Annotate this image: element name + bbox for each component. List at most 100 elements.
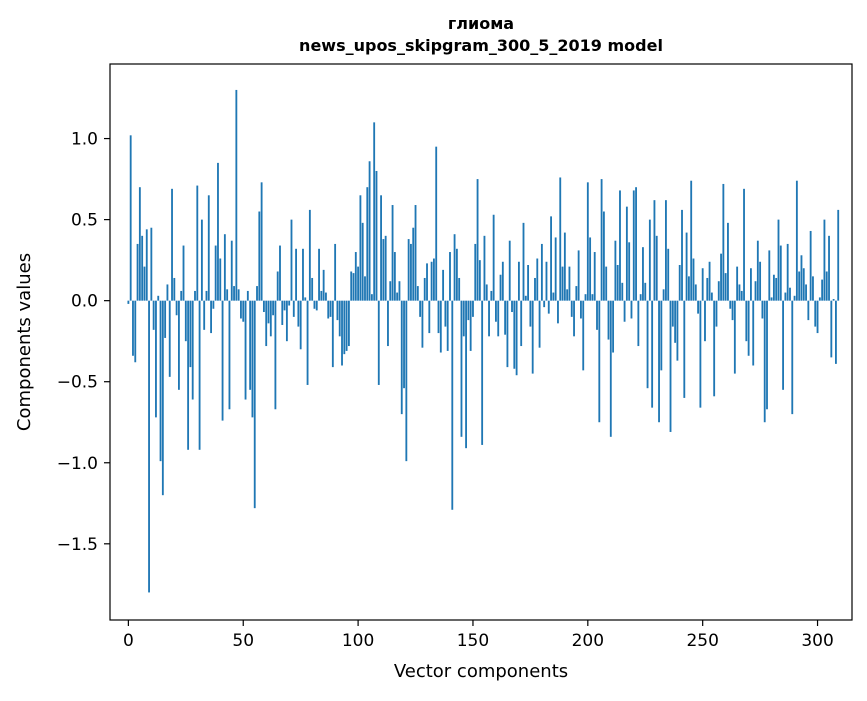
bar	[612, 300, 615, 353]
bar	[736, 266, 739, 301]
bar	[184, 300, 187, 342]
bar	[141, 235, 144, 301]
bar	[175, 300, 178, 316]
bar	[325, 292, 327, 301]
bar	[214, 245, 217, 301]
bar	[658, 300, 660, 423]
bar	[442, 269, 445, 301]
bar	[313, 300, 316, 309]
bar	[414, 205, 417, 301]
bar	[715, 300, 718, 327]
bar	[375, 170, 378, 301]
bar	[164, 300, 167, 338]
bar	[637, 300, 640, 347]
bar	[552, 292, 555, 301]
bar	[812, 276, 814, 301]
bar	[157, 295, 160, 301]
bar	[775, 277, 778, 301]
bar	[426, 263, 428, 301]
bar	[621, 282, 624, 301]
bar	[260, 182, 263, 301]
bar	[584, 294, 587, 301]
bar	[297, 300, 300, 327]
bar	[304, 297, 307, 301]
x-tick-label: 300	[801, 631, 833, 651]
bar	[223, 234, 226, 301]
x-tick-label: 50	[232, 631, 254, 651]
bar	[823, 219, 826, 301]
bar	[389, 281, 392, 301]
y-axis-label: Components values	[14, 253, 35, 431]
bar	[591, 294, 594, 301]
bar	[731, 300, 734, 321]
bar	[596, 300, 598, 330]
bar	[786, 243, 789, 301]
bar	[341, 300, 343, 366]
bar	[586, 182, 589, 301]
bar	[178, 300, 180, 390]
bar	[740, 290, 743, 301]
bar	[237, 289, 240, 301]
bar	[439, 300, 442, 353]
bar	[205, 290, 208, 301]
bar	[432, 258, 435, 301]
bar	[766, 300, 768, 410]
bar	[580, 300, 582, 319]
bar	[499, 274, 502, 301]
y-axis-ticks: −1.5 −1.0 −0.5 0.0 0.5 1.0	[57, 130, 110, 555]
bar	[490, 290, 493, 301]
bar	[446, 300, 449, 351]
bar	[210, 300, 212, 334]
bar	[639, 294, 642, 301]
bar	[168, 300, 171, 377]
y-tick-label: −0.5	[57, 373, 98, 393]
bar	[428, 300, 431, 334]
bar	[524, 295, 527, 301]
bar	[699, 300, 702, 408]
bar	[244, 300, 247, 400]
x-tick-label: 0	[123, 631, 134, 651]
bar	[517, 261, 520, 301]
bar	[825, 271, 828, 301]
bar	[568, 266, 571, 301]
bar	[306, 300, 309, 385]
bar	[334, 243, 337, 301]
bar	[391, 205, 394, 301]
bar	[605, 266, 608, 301]
bar	[635, 187, 637, 301]
bar	[138, 187, 141, 301]
bar	[403, 300, 405, 389]
bar	[772, 274, 775, 301]
bar	[752, 300, 755, 366]
bar	[359, 195, 362, 301]
bar	[370, 294, 373, 301]
bar	[566, 289, 569, 301]
y-tick-label: −1.0	[57, 454, 98, 474]
bar	[678, 265, 681, 301]
bar	[274, 300, 277, 410]
bar	[508, 240, 511, 301]
bar	[759, 261, 762, 301]
bar	[246, 290, 249, 301]
bar	[662, 289, 665, 301]
bar	[387, 300, 389, 347]
bar	[609, 300, 612, 437]
bar	[708, 261, 711, 301]
bar	[793, 295, 796, 301]
bar	[308, 209, 311, 301]
bar	[478, 260, 481, 301]
bar	[589, 237, 592, 301]
bar	[155, 300, 157, 418]
bar	[217, 162, 219, 301]
bar	[455, 248, 458, 301]
bar	[582, 300, 585, 371]
bar	[189, 300, 192, 368]
bar	[598, 300, 601, 423]
bar	[290, 219, 293, 301]
bar	[295, 248, 297, 301]
bar	[717, 281, 720, 301]
bar	[807, 300, 810, 321]
bar	[221, 300, 224, 421]
bar	[789, 287, 791, 301]
bar	[697, 300, 700, 314]
